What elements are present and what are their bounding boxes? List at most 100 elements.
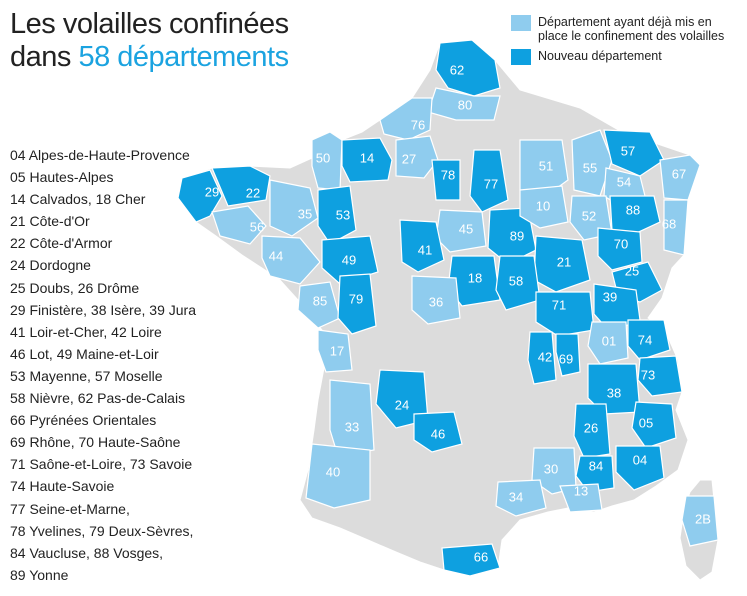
- dept-label: 66: [474, 550, 488, 565]
- dept-label: 34: [509, 490, 523, 505]
- region-2B: [681, 495, 719, 547]
- region-29: [177, 169, 223, 223]
- list-item: 22 Côte-d'Armor: [10, 235, 113, 252]
- list-item: 84 Vaucluse, 88 Vosges,: [10, 544, 164, 561]
- dept-label: 04: [633, 453, 647, 468]
- region-05: [631, 401, 677, 449]
- dept-label: 17: [330, 344, 344, 359]
- dept-label: 26: [584, 421, 598, 436]
- dept-label: 69: [559, 352, 573, 367]
- region-01: [587, 321, 629, 365]
- dept-label: 67: [672, 167, 686, 182]
- dept-label: 33: [345, 420, 359, 435]
- dept-label: 21: [557, 255, 571, 270]
- list-item: 69 Rhône, 70 Haute-Saône: [10, 434, 181, 451]
- region-62: [435, 39, 501, 97]
- list-item: 53 Mayenne, 57 Moselle: [10, 367, 163, 384]
- dept-label: 53: [336, 208, 350, 223]
- dept-label: 49: [342, 253, 356, 268]
- region-68: [663, 199, 689, 256]
- legend-swatch-new: [511, 49, 531, 65]
- department-list: 04 Alpes-de-Haute-Provence 05 Hautes-Alp…: [10, 144, 196, 586]
- list-item: 29 Finistère, 38 Isère, 39 Jura: [10, 301, 196, 318]
- dept-label: 46: [431, 427, 445, 442]
- region-78: [431, 159, 461, 201]
- dept-label: 24: [395, 398, 409, 413]
- dept-label: 14: [360, 151, 374, 166]
- dept-label: 62: [450, 63, 464, 78]
- region-13: [559, 483, 603, 513]
- list-item: 77 Seine-et-Marne,: [10, 500, 130, 517]
- dept-label: 52: [582, 209, 596, 224]
- dept-label: 44: [269, 249, 283, 264]
- region-27: [395, 135, 439, 179]
- region-88: [609, 195, 661, 237]
- legend-label-old: Département ayant déjà mis en place le c…: [538, 15, 725, 43]
- title-line-2-prefix: dans: [10, 41, 79, 73]
- region-76: [379, 97, 433, 141]
- dept-label: 50: [316, 151, 330, 166]
- region-56: [211, 205, 267, 245]
- list-item: 04 Alpes-de-Haute-Provence: [10, 147, 190, 163]
- dept-label: 77: [484, 177, 498, 192]
- region-69: [555, 333, 581, 377]
- legend-swatch-old: [511, 15, 531, 31]
- dept-label: 25: [625, 264, 639, 279]
- list-item: 78 Yvelines, 79 Deux-Sèvres,: [10, 522, 194, 539]
- region-17: [317, 329, 353, 373]
- dept-label: 13: [574, 484, 588, 499]
- region-53: [317, 185, 357, 245]
- dept-label: 71: [552, 298, 566, 313]
- region-40: [305, 443, 371, 509]
- region-74: [627, 319, 671, 361]
- dept-label: 45: [459, 222, 473, 237]
- page-title: Les volailles confinées dans 58 départem…: [10, 8, 289, 74]
- list-item: 21 Côte-d'Or: [10, 213, 90, 230]
- dept-label: 85: [313, 294, 327, 309]
- region-38: [587, 363, 641, 415]
- region-44: [261, 235, 321, 285]
- region-41: [399, 219, 445, 273]
- dept-label: 88: [626, 203, 640, 218]
- list-item: 25 Doubs, 26 Drôme: [10, 279, 140, 296]
- dept-label: 22: [246, 186, 260, 201]
- region-77: [469, 149, 509, 213]
- list-item: 66 Pyrénées Orientales: [10, 412, 157, 429]
- dept-label: 27: [402, 152, 416, 167]
- title-line-1: Les volailles confinées: [10, 8, 289, 40]
- list-item: 46 Lot, 49 Maine-et-Loir: [10, 345, 159, 362]
- region-42: [527, 331, 557, 385]
- list-item: 74 Haute-Savoie: [10, 478, 115, 495]
- list-item: 14 Calvados, 18 Cher: [10, 191, 146, 208]
- region-70: [597, 227, 643, 271]
- dept-label: 05: [639, 416, 653, 431]
- list-item: 24 Dordogne: [10, 257, 91, 274]
- dept-label: 78: [441, 168, 455, 183]
- title-line-2-accent: 58 départements: [78, 41, 289, 73]
- region-66: [441, 543, 501, 577]
- legend-item-new: Nouveau département: [511, 49, 743, 65]
- region-33: [329, 379, 375, 457]
- region-84: [575, 455, 615, 493]
- list-item: 71 Saône-et-Loire, 73 Savoie: [10, 456, 193, 473]
- dept-label: 79: [349, 292, 363, 307]
- dept-label: 89: [510, 229, 524, 244]
- list-item: 05 Hautes-Alpes: [10, 169, 114, 186]
- map-legend: Département ayant déjà mis en place le c…: [511, 15, 743, 71]
- legend-item-old: Département ayant déjà mis en place le c…: [511, 15, 743, 43]
- dept-label: 10: [536, 199, 550, 214]
- dept-label: 84: [589, 459, 603, 474]
- region-71: [535, 291, 595, 337]
- department-labels: 62 80 76 50 14 27 78 77 51 55 57 54 67 2…: [205, 63, 711, 565]
- list-item: 89 Yonne: [10, 566, 69, 583]
- region-36: [411, 275, 461, 325]
- dept-label: 57: [621, 144, 635, 159]
- region-10: [519, 185, 569, 229]
- dept-label: 73: [641, 368, 655, 383]
- region-58: [495, 255, 541, 311]
- region-73: [637, 355, 683, 397]
- region-35: [269, 179, 319, 237]
- dept-label: 54: [617, 175, 631, 190]
- dept-label: 35: [298, 207, 312, 222]
